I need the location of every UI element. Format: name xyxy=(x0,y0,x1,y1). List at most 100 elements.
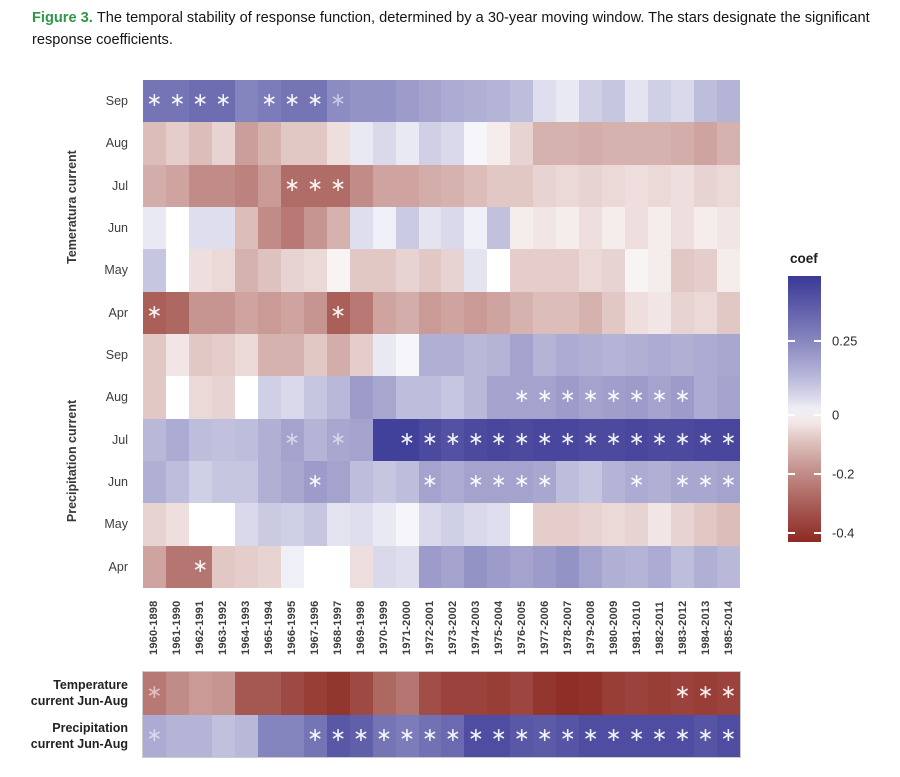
significance-star-icon: ∗ xyxy=(720,723,737,746)
x-tick-label: 1981-2010 xyxy=(630,600,643,655)
heatmap-cell xyxy=(280,122,304,165)
heatmap-cell xyxy=(395,80,419,123)
heatmap-cell xyxy=(165,418,189,461)
heatmap-cell xyxy=(257,122,281,165)
heatmap-cell xyxy=(464,672,488,715)
heatmap-cell xyxy=(143,249,166,292)
significance-star-icon: ∗ xyxy=(330,427,347,450)
heatmap-cell xyxy=(579,672,603,715)
heatmap-cell xyxy=(602,291,626,334)
significance-star-icon: ∗ xyxy=(628,723,645,746)
x-tick-label: 1964-1993 xyxy=(240,600,253,655)
heatmap-cell xyxy=(717,333,740,377)
heatmap-cell xyxy=(625,122,649,165)
heatmap-cell xyxy=(165,672,189,715)
x-tick-label: 1969-1998 xyxy=(355,600,368,655)
colorbar-tick-mark xyxy=(814,414,821,416)
heatmap-cell xyxy=(349,122,373,165)
significance-star-icon: ∗ xyxy=(445,723,461,746)
heatmap-cell xyxy=(143,333,166,377)
significance-star-icon: ∗ xyxy=(399,723,416,746)
heatmap-cell xyxy=(602,80,626,123)
heatmap-cell: ∗ xyxy=(326,80,350,123)
heatmap-cell: ∗ xyxy=(418,418,442,461)
heatmap-cell xyxy=(234,545,258,588)
heatmap-cell xyxy=(257,206,281,250)
heatmap-cell xyxy=(326,333,350,377)
heatmap-cell xyxy=(556,503,580,546)
heatmap-cell xyxy=(395,333,419,377)
heatmap-cell xyxy=(418,206,442,250)
heatmap-cell xyxy=(188,672,212,715)
heatmap-cell xyxy=(372,291,396,334)
heatmap-cell xyxy=(234,249,258,292)
heatmap-cell xyxy=(257,333,281,377)
x-tick-label: 1970-1999 xyxy=(378,600,391,655)
heatmap-cell xyxy=(188,503,212,546)
row-label-may: May xyxy=(104,263,128,278)
heatmap-cell xyxy=(257,291,281,334)
heatmap-cell xyxy=(257,672,281,715)
heatmap-cell xyxy=(694,80,718,123)
significance-star-icon: ∗ xyxy=(559,385,576,408)
heatmap-cell xyxy=(648,503,672,546)
heatmap-cell xyxy=(280,249,304,292)
heatmap-cell xyxy=(556,206,580,250)
significance-star-icon: ∗ xyxy=(720,681,737,704)
heatmap-cell xyxy=(717,122,740,165)
heatmap-cell xyxy=(326,376,350,419)
heatmap-cell xyxy=(280,672,304,715)
significance-star-icon: ∗ xyxy=(605,385,622,408)
heatmap-cell xyxy=(143,503,166,546)
heatmap-cell xyxy=(441,545,465,588)
heatmap-cell xyxy=(602,460,626,504)
heatmap-cell xyxy=(188,460,212,504)
heatmap-cell: ∗ xyxy=(602,714,626,757)
heatmap-cell xyxy=(648,672,672,715)
heatmap-cell xyxy=(372,672,396,715)
heatmap-cell xyxy=(648,122,672,165)
colorbar-tick-label: -0.2 xyxy=(832,466,855,482)
significance-star-icon: ∗ xyxy=(215,89,232,112)
heatmap-cell xyxy=(234,291,258,334)
heatmap-cell xyxy=(510,206,534,250)
heatmap-cell xyxy=(533,164,557,207)
significance-star-icon: ∗ xyxy=(697,723,714,746)
heatmap-cell xyxy=(165,164,189,207)
heatmap-cell xyxy=(556,80,580,123)
significance-star-icon: ∗ xyxy=(697,470,714,493)
significance-star-icon: ∗ xyxy=(651,723,668,746)
heatmap-cell xyxy=(211,418,235,461)
heatmap-cell xyxy=(625,80,649,123)
heatmap-cell xyxy=(602,164,626,207)
significance-star-icon: ∗ xyxy=(697,427,714,450)
heatmap-cell xyxy=(625,291,649,334)
heatmap-cell xyxy=(234,164,258,207)
significance-star-icon: ∗ xyxy=(284,89,301,112)
heatmap-cell xyxy=(648,80,672,123)
heatmap-cell: ∗ xyxy=(395,714,419,757)
heatmap-cell xyxy=(418,164,442,207)
heatmap-cell xyxy=(556,122,580,165)
heatmap-cell xyxy=(234,418,258,461)
heatmap-cell xyxy=(579,206,603,250)
heatmap-cell: ∗ xyxy=(441,714,465,757)
heatmap-cell: ∗ xyxy=(671,460,695,504)
significance-star-icon: ∗ xyxy=(651,427,668,450)
heatmap-cell xyxy=(211,122,235,165)
heatmap-cell xyxy=(418,80,442,123)
significance-star-icon: ∗ xyxy=(536,470,553,493)
significance-star-icon: ∗ xyxy=(445,427,461,450)
heatmap-cell xyxy=(395,460,419,504)
heatmap-cell xyxy=(211,503,235,546)
heatmap-cell xyxy=(395,545,419,588)
heatmap-cell xyxy=(717,206,740,250)
caption-text: The temporal stability of response funct… xyxy=(32,10,870,48)
row-label-may: May xyxy=(104,517,128,532)
x-tick-label: 1982-2011 xyxy=(653,601,666,655)
heatmap-cell: ∗ xyxy=(717,418,740,461)
heatmap-cell xyxy=(510,291,534,334)
heatmap-cell xyxy=(441,333,465,377)
heatmap-cell xyxy=(441,376,465,419)
